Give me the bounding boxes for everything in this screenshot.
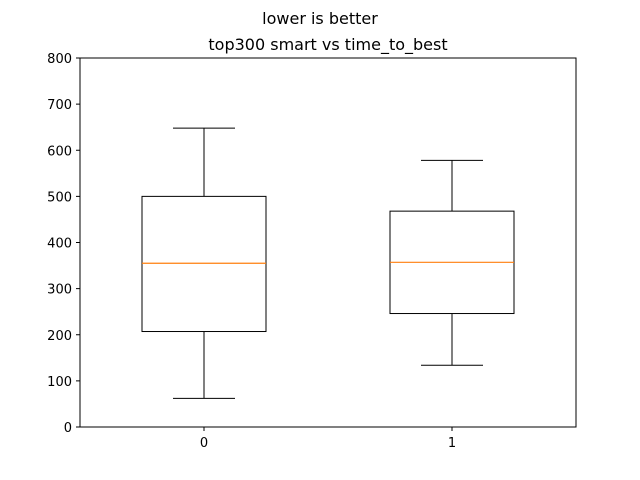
y-tick-label: 0 (64, 421, 72, 436)
plot-area: 0 100 200 300 400 500 600 700 800 0 1 (47, 52, 577, 451)
chart-suptitle: lower is better (262, 9, 378, 28)
y-tick-label: 200 (47, 329, 72, 344)
y-tick-label: 300 (47, 283, 72, 298)
y-tick-label: 100 (47, 375, 72, 390)
axes-frame (79, 57, 577, 428)
chart-title: top300 smart vs time_to_best (208, 35, 447, 55)
y-tick-label: 800 (47, 52, 72, 67)
box-iqr (141, 195, 267, 333)
y-tick-label: 700 (47, 98, 72, 113)
y-tick-label: 500 (47, 190, 72, 205)
y-tick-label: 600 (47, 144, 72, 159)
x-tick-label: 1 (448, 436, 456, 451)
y-tick-label: 400 (47, 237, 72, 252)
x-tick-label: 0 (200, 436, 208, 451)
